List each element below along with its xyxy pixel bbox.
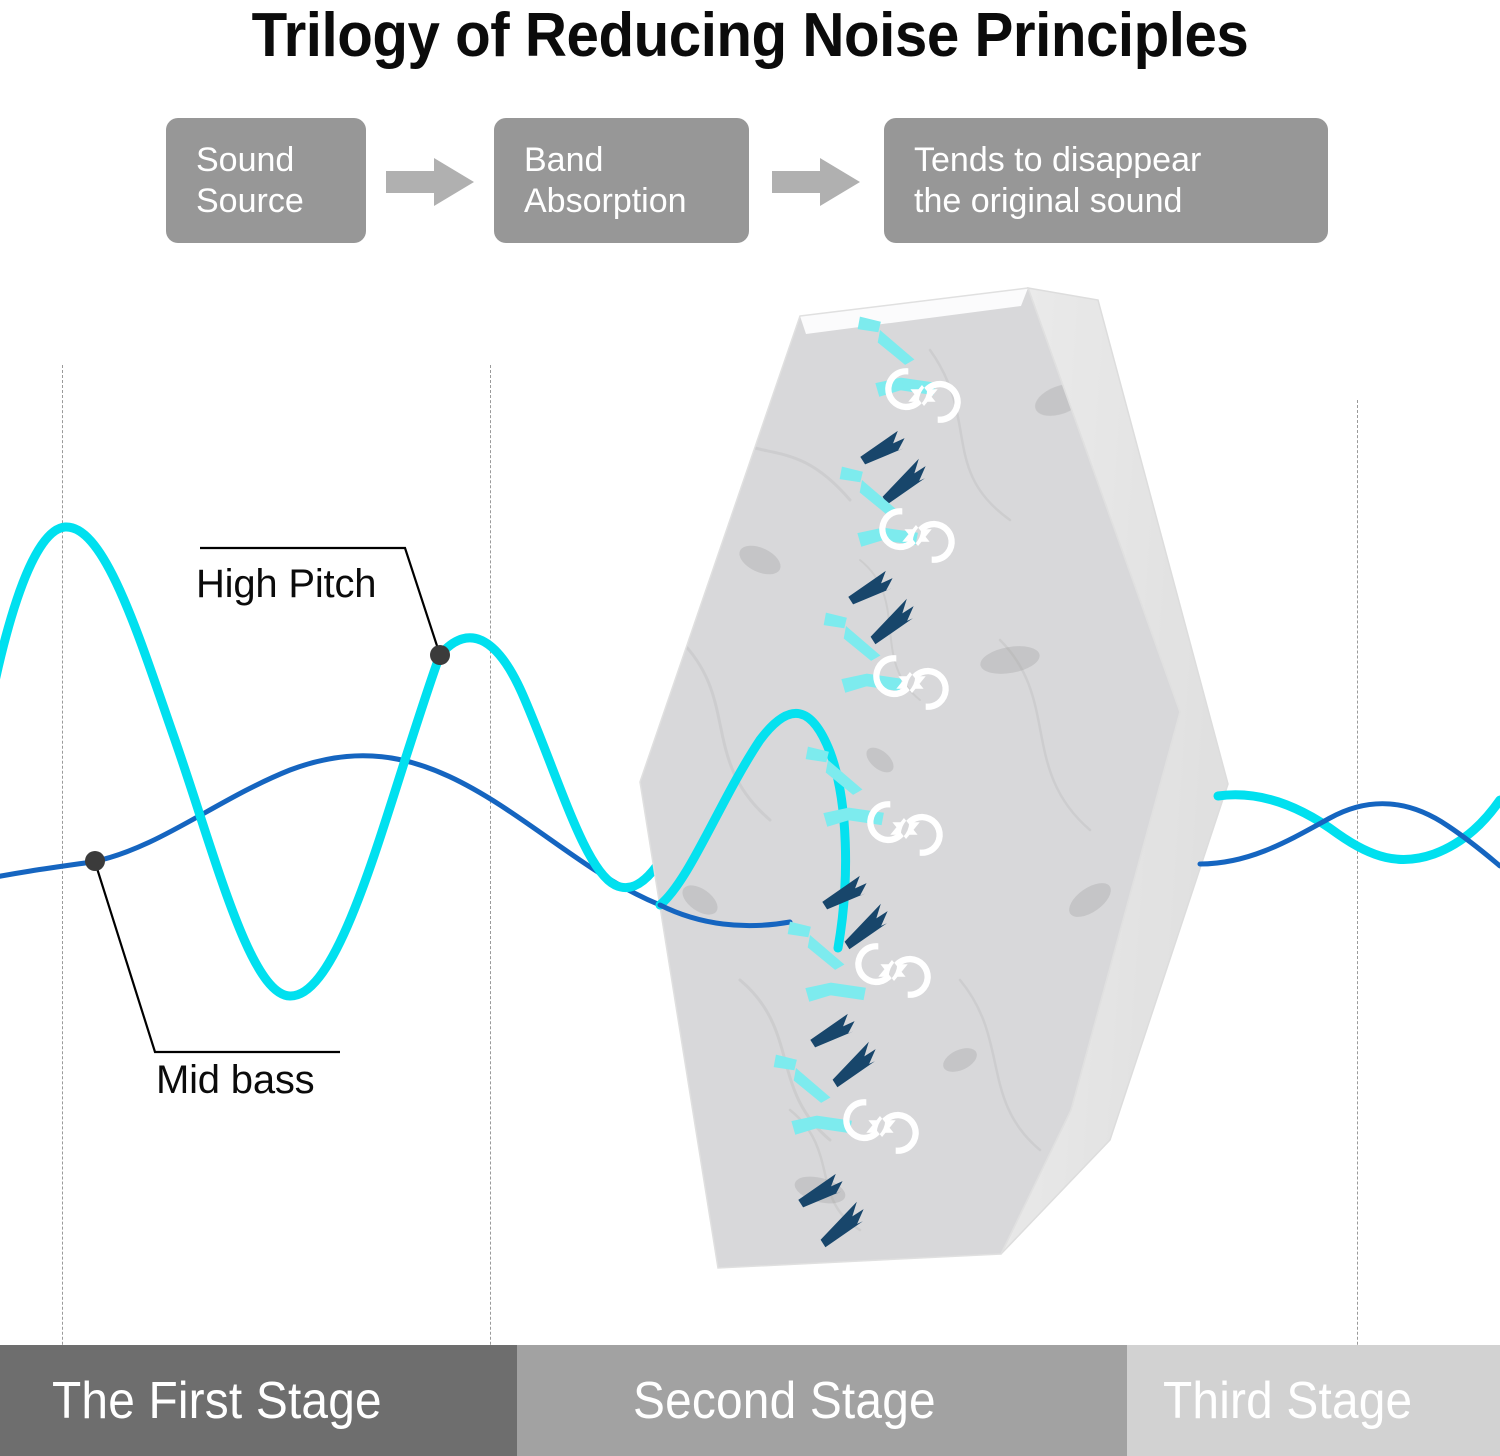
flow-step-line: Tends to disappear — [914, 140, 1202, 179]
flow-step-line: Source — [196, 181, 304, 220]
guide-line-3 — [1357, 400, 1358, 1455]
stage-bar-second[interactable]: Second Stage — [517, 1345, 1127, 1456]
wave-mid-bass-right — [1197, 801, 1500, 869]
flow-step-line: Sound — [196, 140, 295, 179]
flow-arrow-2-icon — [772, 156, 860, 208]
wave-high-pitch-left — [0, 522, 787, 1001]
flow-step-line: the original sound — [914, 181, 1183, 220]
wave-high-pitch-right — [1213, 790, 1500, 864]
callout-high-pitch-leader — [200, 546, 442, 656]
callout-label-mid-bass: Mid bass — [156, 1058, 315, 1102]
flow-step-line: Band — [524, 140, 604, 179]
stage-bar-first[interactable]: The First Stage — [0, 1345, 517, 1456]
wave-high-pitch-through-panel — [655, 709, 851, 953]
guide-line-2 — [490, 365, 491, 1455]
flow-step-line: Absorption — [524, 181, 687, 220]
stage-bar-third[interactable]: Third Stage — [1127, 1345, 1500, 1456]
stage-label: The First Stage — [52, 1371, 382, 1430]
guide-line-1 — [62, 365, 63, 1455]
flow-step-tends-to-disappear: Tends to disappear the original sound — [884, 118, 1328, 243]
flow-step-band-absorption: Band Absorption — [494, 118, 749, 243]
page-title: Trilogy of Reducing Noise Principles — [251, 1, 1249, 70]
flow-step-sound-source: Sound Source — [166, 118, 366, 243]
callout-label-high-pitch: High Pitch — [196, 562, 377, 606]
flow-arrow-1-icon — [386, 156, 474, 208]
callout-mid-bass-leader — [93, 861, 340, 1054]
callout-mid-bass-dot — [85, 851, 105, 871]
stage-label: Second Stage — [633, 1371, 936, 1430]
callout-high-pitch-dot — [430, 645, 450, 665]
stage-label: Third Stage — [1163, 1371, 1413, 1430]
wave-mid-bass-through-panel — [657, 902, 793, 929]
